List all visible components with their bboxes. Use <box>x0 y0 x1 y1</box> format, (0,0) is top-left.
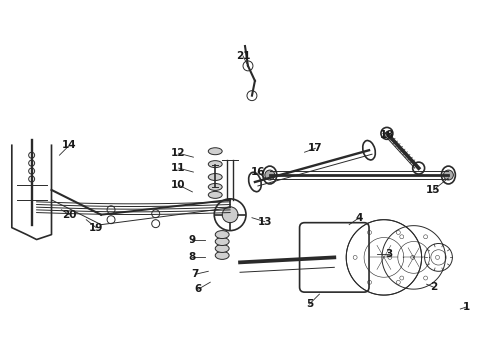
Text: 4: 4 <box>355 213 363 223</box>
Text: 10: 10 <box>172 180 186 190</box>
Text: 3: 3 <box>385 249 392 260</box>
Ellipse shape <box>215 231 229 239</box>
Text: 8: 8 <box>189 252 196 262</box>
Text: 1: 1 <box>463 302 470 312</box>
Ellipse shape <box>215 244 229 252</box>
Text: 20: 20 <box>62 210 76 220</box>
Text: 19: 19 <box>89 222 103 233</box>
Text: 17: 17 <box>308 143 323 153</box>
Text: 13: 13 <box>258 217 272 227</box>
Ellipse shape <box>208 161 222 168</box>
Text: 5: 5 <box>306 299 313 309</box>
Text: 16: 16 <box>251 167 265 177</box>
Text: 18: 18 <box>380 130 394 140</box>
Text: 14: 14 <box>62 140 76 150</box>
Ellipse shape <box>208 174 222 180</box>
Text: 21: 21 <box>236 51 250 61</box>
Text: 9: 9 <box>189 234 196 244</box>
Text: 2: 2 <box>430 282 437 292</box>
Text: 6: 6 <box>195 284 202 294</box>
Circle shape <box>443 170 453 180</box>
Ellipse shape <box>208 148 222 155</box>
Circle shape <box>222 207 238 223</box>
Text: 7: 7 <box>192 269 199 279</box>
Text: 12: 12 <box>172 148 186 158</box>
Text: 11: 11 <box>172 163 186 173</box>
Ellipse shape <box>215 251 229 260</box>
Ellipse shape <box>208 192 222 198</box>
Text: 15: 15 <box>426 185 441 195</box>
Circle shape <box>265 170 275 180</box>
Ellipse shape <box>208 184 222 190</box>
Ellipse shape <box>215 238 229 246</box>
